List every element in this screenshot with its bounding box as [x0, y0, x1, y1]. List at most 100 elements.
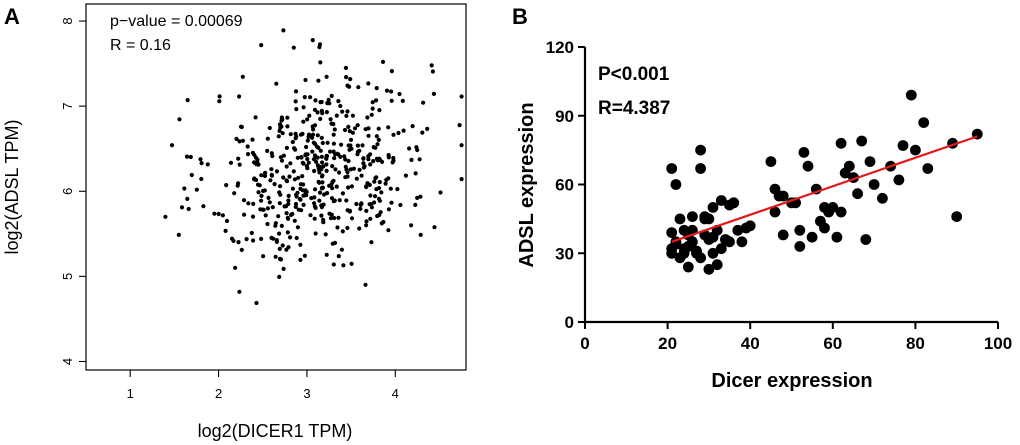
- panel-b-y-tick-label: 60: [555, 176, 574, 195]
- panel-a-point: [277, 128, 282, 133]
- panel-b-point: [843, 160, 855, 172]
- panel-a-point: [272, 182, 277, 187]
- panel-a-point: [298, 242, 303, 247]
- panel-b-point: [707, 247, 719, 259]
- panel-a-point: [277, 201, 282, 206]
- panel-a-point: [388, 186, 393, 191]
- panel-a-points: [163, 28, 464, 306]
- panel-a-point: [267, 125, 272, 131]
- panel-a-y-tick-label: 4: [60, 358, 75, 365]
- panel-a-point: [325, 191, 330, 196]
- panel-a-point: [188, 154, 193, 160]
- panel-a-point: [352, 126, 358, 131]
- panel-a-point: [290, 211, 295, 217]
- panel-a-point: [293, 89, 299, 94]
- panel-a-point: [367, 182, 372, 187]
- panel-b-axis-ticks: 0 20 40 60 80 100 0 30 60 90 120: [546, 38, 1013, 353]
- panel-a-point: [199, 161, 204, 166]
- panel-a-point: [312, 168, 317, 174]
- panel-a-point: [370, 106, 375, 111]
- panel-a-point: [321, 164, 326, 169]
- panel-a-point: [331, 122, 336, 127]
- panel-a-point: [240, 138, 245, 143]
- panel-a-point: [359, 173, 364, 178]
- panel-a-point: [372, 200, 377, 205]
- panel-a-point: [346, 185, 351, 190]
- panel-a-point: [217, 94, 222, 99]
- panel-a-point: [371, 159, 376, 164]
- panel-a-point: [291, 169, 296, 174]
- panel-a-point: [341, 263, 346, 268]
- panel-a-point: [339, 247, 344, 252]
- panel-a-point: [328, 149, 333, 154]
- panel-a-point: [231, 238, 236, 243]
- panel-a-point: [459, 143, 464, 148]
- panel-a-point: [182, 186, 187, 191]
- panel-a-point: [274, 81, 279, 86]
- panel-b-point: [699, 213, 711, 225]
- panel-a-point: [269, 167, 274, 172]
- panel-a-point: [239, 124, 244, 130]
- panel-a-point: [389, 200, 394, 205]
- panel-b-point: [877, 192, 888, 204]
- panel-a-point: [285, 115, 290, 120]
- panel-b-point: [910, 144, 921, 156]
- panel-a-point: [345, 225, 350, 231]
- panel-a-point: [407, 146, 412, 151]
- panel-a-point: [291, 45, 296, 50]
- panel-a-point: [346, 124, 351, 129]
- panel-a-point: [252, 160, 257, 165]
- panel-a-point: [320, 173, 325, 178]
- panel-a-point: [280, 131, 285, 136]
- panel-a-point: [270, 153, 275, 159]
- panel-a-point: [265, 136, 270, 141]
- panel-a-point: [177, 117, 182, 122]
- panel-a-point: [284, 178, 289, 183]
- panel-a-point: [342, 127, 348, 133]
- panel-b-point: [835, 206, 847, 218]
- panel-a-point: [280, 243, 285, 248]
- panel-a-point: [286, 201, 291, 207]
- panel-a-point: [300, 160, 305, 165]
- panel-a-point: [296, 175, 301, 180]
- panel-a-point: [363, 282, 368, 287]
- panel-a-point: [431, 91, 436, 96]
- panel-b-point: [777, 190, 789, 202]
- panel-a-point: [377, 180, 382, 185]
- panel-a-point: [361, 156, 366, 161]
- panel-a-point: [217, 99, 222, 104]
- panel-a-point: [276, 134, 281, 139]
- panel-a-point: [344, 198, 349, 203]
- panel-a-x-tick-label: 1: [127, 386, 134, 401]
- panel-a-point: [429, 63, 434, 68]
- panel-a-point: [279, 158, 285, 163]
- panel-a-point: [241, 198, 247, 203]
- panel-a-point: [287, 174, 292, 179]
- panel-a-point: [259, 173, 264, 178]
- panel-a-point: [345, 109, 350, 114]
- panel-a-point: [277, 274, 282, 279]
- panel-a-point: [270, 205, 275, 210]
- panel-b-point: [666, 163, 678, 174]
- panel-a-point: [306, 132, 312, 137]
- panel-a-point: [304, 164, 309, 169]
- panel-a-point: [223, 228, 228, 233]
- panel-b-point: [827, 202, 839, 213]
- panel-a-point: [302, 253, 307, 258]
- panel-a-point: [373, 194, 378, 199]
- panel-a-point: [233, 265, 238, 270]
- panel-a-point: [306, 160, 311, 165]
- panel-a-point: [198, 157, 203, 162]
- panel-a-point: [438, 190, 443, 195]
- panel-a-point: [298, 257, 303, 262]
- panel-a-point: [245, 152, 251, 157]
- panel-a-point: [250, 137, 255, 142]
- panel-b-point: [893, 174, 905, 186]
- panel-a-point: [337, 170, 342, 175]
- panel-a-point: [304, 144, 309, 150]
- panel-a-point: [245, 144, 250, 149]
- panel-a-point: [384, 88, 390, 93]
- panel-a-point: [317, 180, 322, 185]
- panel-a-point: [301, 202, 306, 207]
- panel-a-point: [358, 206, 363, 211]
